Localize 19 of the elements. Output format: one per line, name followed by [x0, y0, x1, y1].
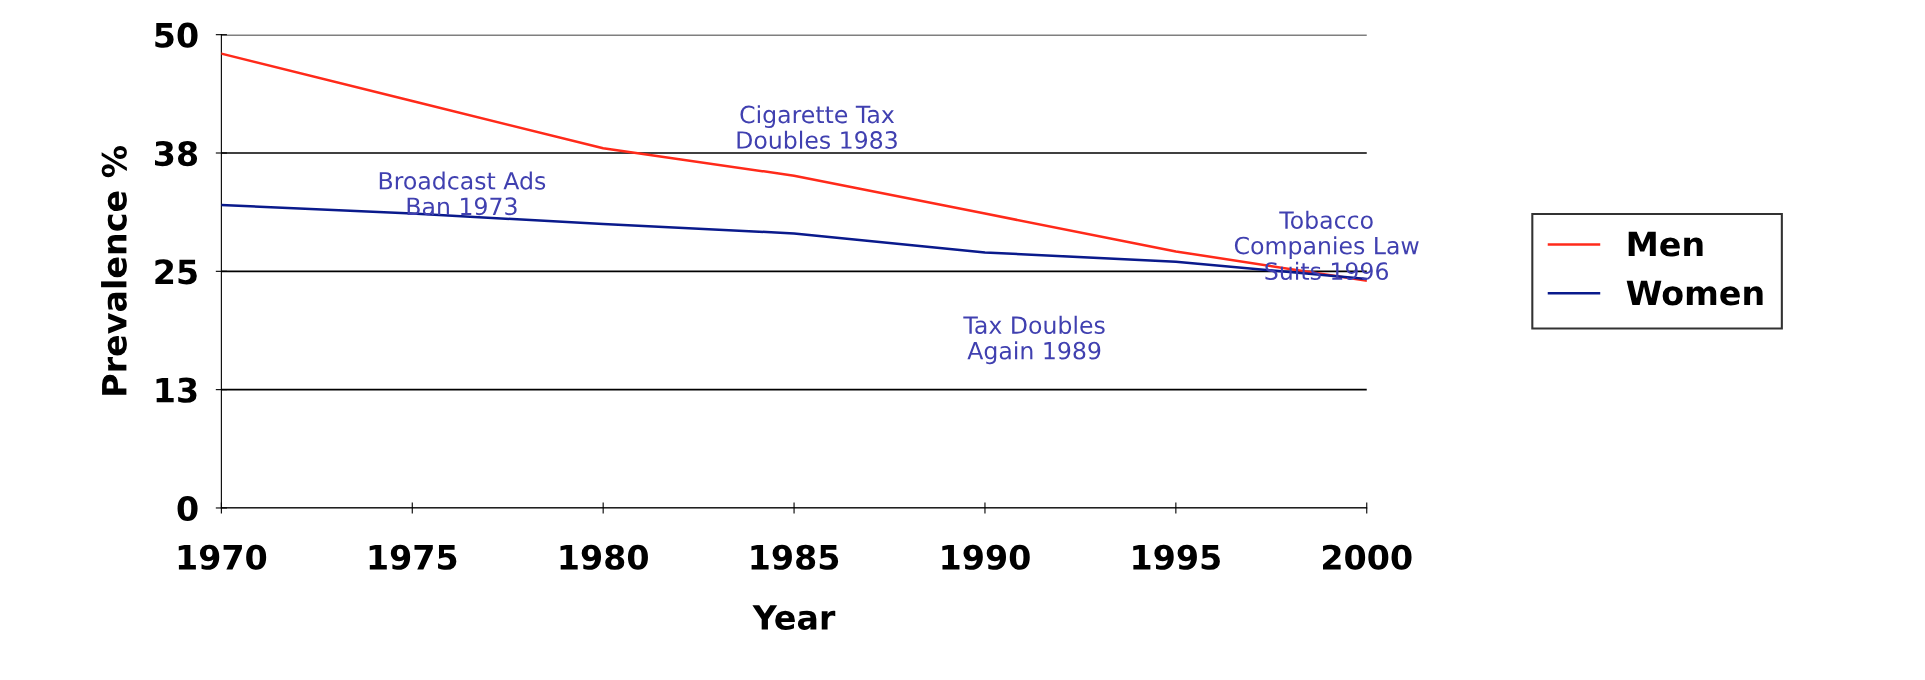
y-tick-label: 25 — [155, 259, 197, 285]
legend-label: Women — [1626, 280, 1763, 306]
x-tick-label: 1980 — [560, 544, 648, 570]
x-tick-label: 1990 — [942, 544, 1030, 570]
x-tick-label: 2000 — [1323, 544, 1412, 570]
x-axis-title: Year — [752, 605, 836, 630]
x-tick-label: 1985 — [751, 544, 839, 570]
annotation: Cigarette Tax Doubles 1983 — [737, 105, 897, 149]
y-tick-label: 38 — [155, 140, 198, 167]
x-tick-label: 1995 — [1133, 544, 1220, 570]
y-axis-title: Prevalence % — [101, 145, 127, 395]
y-tick-label: 13 — [156, 377, 197, 403]
annotation: Tax Doubles Again 1989 — [963, 315, 1105, 365]
x-tick-label: 1975 — [369, 544, 457, 570]
y-tick-label: 0 — [177, 495, 198, 522]
y-tick-label: 50 — [155, 22, 198, 48]
x-tick-label: 1970 — [178, 544, 267, 570]
annotation: Broadcast Ads Ban 1973 — [379, 171, 546, 216]
legend-label: Men — [1628, 231, 1703, 257]
